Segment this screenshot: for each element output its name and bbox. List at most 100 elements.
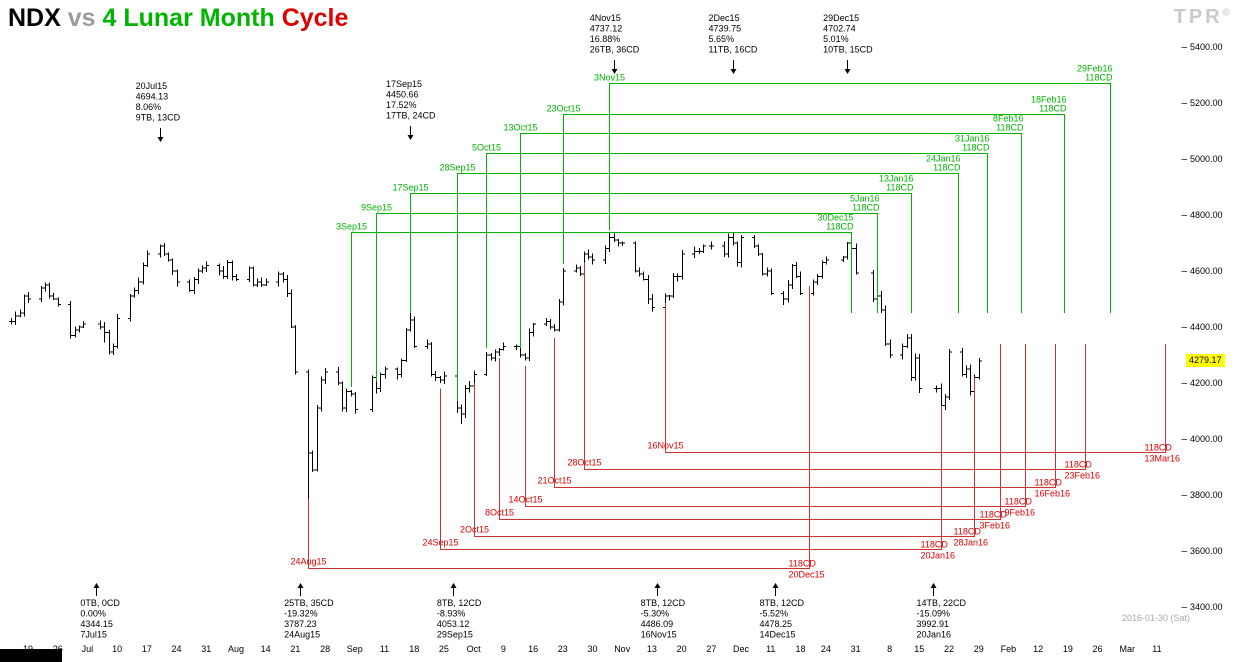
- bottom-annotation-line: -15.09%: [917, 609, 951, 619]
- top-annotation-line: 10TB, 15CD: [823, 45, 873, 55]
- down-arrow-icon: [157, 137, 164, 142]
- red-cycle-start-label: 2Oct15: [460, 525, 489, 535]
- up-arrow-icon: [93, 583, 100, 588]
- tpr-watermark-copyright: ©: [1222, 7, 1230, 19]
- red-cycle-start-label: 24Sep15: [422, 538, 458, 548]
- red-cycle-end-date: 3Feb16: [980, 521, 1011, 531]
- green-cycle-start-label: 3Sep15: [336, 222, 367, 232]
- bottom-annotation-line: 8TB, 12CD: [759, 598, 804, 608]
- bottom-annotation-line: 0.00%: [80, 609, 106, 619]
- bottom-annotation-line: 14Dec15: [759, 630, 795, 640]
- green-cycle-end-date: 30Dec15: [817, 213, 853, 223]
- x-axis-label: 20: [677, 644, 687, 654]
- bottom-annotation-line: 8TB, 12CD: [437, 598, 482, 608]
- x-axis-label: 28: [320, 644, 330, 654]
- x-axis-label: 18: [409, 644, 419, 654]
- top-annotation-line: 5.01%: [823, 34, 849, 44]
- up-arrow-icon: [450, 583, 457, 588]
- y-axis-label: 3800.00: [1190, 490, 1223, 500]
- green-cycle-end-cd: 118CD: [996, 123, 1024, 133]
- green-cycle-line: [609, 83, 1111, 313]
- green-cycle-end-cd: 118CD: [1039, 104, 1067, 114]
- green-cycle-line: [410, 193, 912, 313]
- up-arrow-icon: [772, 583, 779, 588]
- up-arrow-icon: [654, 583, 661, 588]
- x-axis-label: 24: [821, 644, 831, 654]
- green-cycle-end-cd: 118CD: [886, 183, 914, 193]
- green-cycle-start-label: 28Sep15: [439, 163, 475, 173]
- y-axis-label: 4000.00: [1190, 434, 1223, 444]
- x-axis-label: Nov: [614, 644, 631, 654]
- title-vs: vs: [67, 4, 96, 32]
- bottom-annotation-line: 29Sep15: [437, 630, 473, 640]
- down-arrow-icon: [407, 135, 414, 140]
- red-cycle-end-date: 13Mar16: [1145, 454, 1181, 464]
- green-cycle-line: [351, 232, 852, 388]
- x-axis-label: 23: [558, 644, 568, 654]
- bottom-annotation-line: 16Nov15: [641, 630, 677, 640]
- x-axis-label: 31: [201, 644, 211, 654]
- ohlc-bars: [9, 231, 982, 499]
- x-axis-label: 25: [439, 644, 449, 654]
- green-cycle-start-label: 3Nov15: [594, 73, 625, 83]
- top-annotation-line: 4694.13: [136, 92, 169, 102]
- green-cycle-end-date: 8Feb16: [993, 114, 1024, 124]
- x-axis-label: Mar: [1120, 644, 1136, 654]
- tpr-watermark: TPR©: [1174, 6, 1230, 29]
- green-cycle-start-label: 23Oct15: [546, 104, 580, 114]
- top-annotation-line: 17Sep15: [386, 79, 422, 89]
- x-axis-label: 17: [142, 644, 152, 654]
- x-axis-label: 11: [1152, 644, 1161, 654]
- down-arrow-icon: [611, 69, 618, 74]
- top-annotation-line: 20Jul15: [136, 81, 168, 91]
- up-arrow-icon: [930, 583, 937, 588]
- top-annotation-line: 11TB, 16CD: [709, 45, 758, 55]
- x-axis-label: 26: [1093, 644, 1103, 654]
- down-arrow-icon: [844, 69, 851, 74]
- bottom-annotation-line: 3787.23: [284, 619, 317, 629]
- x-axis-label: 31: [851, 644, 861, 654]
- bottom-annotation-line: 4486.09: [641, 619, 674, 629]
- red-cycle-end-cd: 118CD: [1145, 443, 1173, 453]
- chart-title: NDX vs 4 Lunar Month Cycle: [8, 4, 348, 33]
- green-cycle-end-cd: 118CD: [933, 163, 961, 173]
- top-annotation-line: 4702.74: [823, 24, 856, 34]
- top-annotation-line: 4739.75: [709, 24, 742, 34]
- green-cycle-end-cd: 118CD: [826, 222, 854, 232]
- tpr-watermark-text: TPR: [1173, 6, 1223, 28]
- green-cycle-end-date: 5Jan16: [850, 194, 880, 204]
- red-cycle-end-date: 16Feb16: [1035, 489, 1071, 499]
- red-cycle-end-cd: 118CD: [980, 510, 1008, 520]
- bottom-annotation-line: -19.32%: [284, 609, 318, 619]
- x-axis-label: Feb: [1001, 644, 1017, 654]
- bottom-annotation-line: 0TB, 0CD: [80, 598, 120, 608]
- x-axis-label: 8: [887, 644, 892, 654]
- green-cycle-line: [457, 173, 959, 402]
- top-annotation-line: 29Dec15: [823, 13, 859, 23]
- x-axis-label: 16: [528, 644, 538, 654]
- x-axis-label: 13: [647, 644, 657, 654]
- top-annotation-line: 4450.66: [386, 90, 419, 100]
- bottom-annotation-line: 8TB, 12CD: [641, 598, 686, 608]
- red-cycle-end-date: 9Feb16: [1005, 508, 1036, 518]
- y-axis-label: 3600.00: [1190, 546, 1223, 556]
- bottom-annotation-line: 4053.12: [437, 619, 470, 629]
- x-axis-label: 19: [1063, 644, 1073, 654]
- bottom-annotation-line: 4478.25: [759, 619, 792, 629]
- top-annotation-line: 17TB, 24CD: [386, 111, 436, 121]
- red-cycle-end-cd: 118CD: [1005, 497, 1033, 507]
- red-cycle-line: [525, 343, 1026, 507]
- x-axis-label: 30: [587, 644, 597, 654]
- top-annotation-line: 2Dec15: [709, 13, 740, 23]
- red-cycle-start-label: 14Oct15: [508, 495, 542, 505]
- green-cycle-end-cd: 118CD: [852, 203, 880, 213]
- last-price-tag: 4279.17: [1186, 354, 1225, 367]
- x-axis-label: 11: [766, 644, 775, 654]
- chart-date-stamp: 2016-01-30 (Sat): [1121, 613, 1190, 623]
- y-axis-label: 5200.00: [1190, 98, 1223, 108]
- top-annotation-line: 8.06%: [136, 102, 162, 112]
- red-cycle-end-date: 20Dec15: [789, 570, 825, 580]
- x-axis-label: 18: [795, 644, 805, 654]
